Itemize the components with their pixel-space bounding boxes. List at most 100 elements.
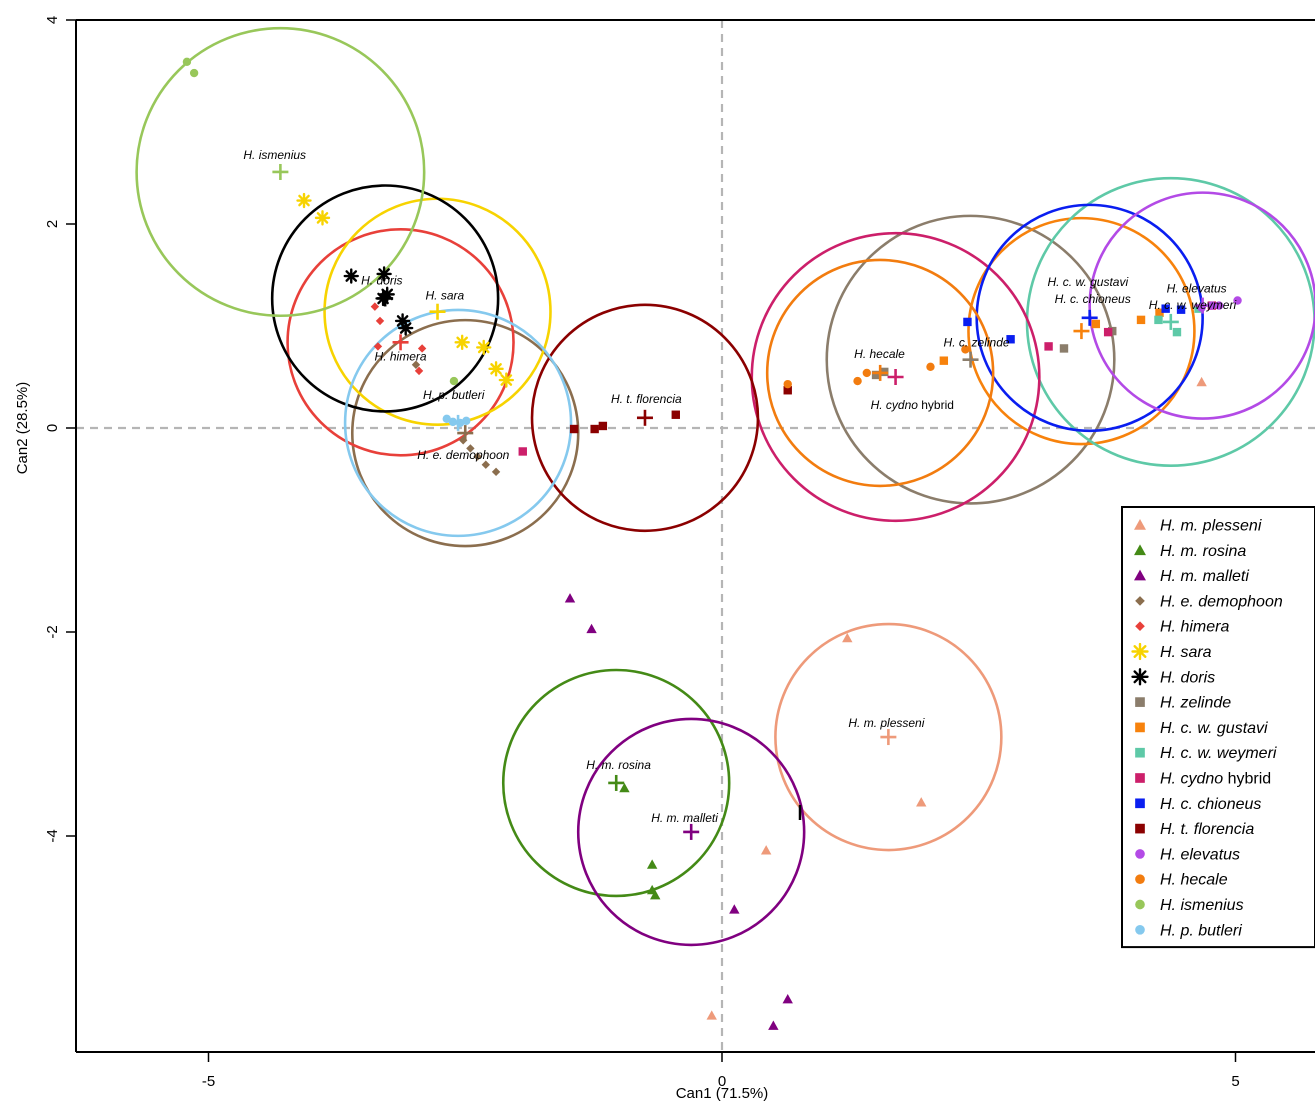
legend-marker-chioneus: [1135, 798, 1145, 809]
legend-item-demophoon: H. e. demophoon: [1135, 593, 1283, 610]
point-rosina-3: [650, 889, 661, 900]
legend-label-weymeri: H. c. w. weymeri: [1160, 745, 1277, 762]
point-malleti-0: [564, 593, 576, 603]
point-plesseni-4: [1196, 376, 1207, 387]
point-cydno-0: [518, 447, 527, 456]
label-sara: H. sara: [426, 289, 465, 303]
centroid-hecale: [872, 364, 889, 381]
label-butleri: H. p. butleri: [423, 388, 485, 402]
point-rosina-0: [619, 782, 630, 793]
point-gustavi-0: [939, 356, 949, 365]
centroid-malleti: [683, 823, 700, 840]
point-malleti-3: [782, 994, 793, 1004]
centroid-butleri: [450, 414, 467, 431]
point-sara-2: [454, 334, 470, 351]
point-sara-1: [314, 210, 331, 226]
point-sara-3: [476, 339, 492, 356]
point-plesseni-1: [916, 797, 927, 807]
label-weymeri: H. c. w. weymeri: [1149, 298, 1237, 312]
legend-marker-doris: [1131, 668, 1149, 686]
circle-malleti: [576, 717, 806, 947]
centroid-elevatus: [1194, 297, 1211, 314]
point-hecale-0: [783, 379, 792, 389]
point-himera-0: [370, 302, 380, 311]
legend-item-cydno: H. cydno hybrid: [1135, 771, 1271, 788]
circle-butleri: [343, 308, 573, 538]
x-tick-label-2: 5: [1231, 1073, 1239, 1090]
legend-label-rosina: H. m. rosina: [1160, 543, 1246, 560]
point-plesseni-3: [706, 1010, 717, 1020]
legend-item-zelinde: H. zelinde: [1135, 695, 1231, 712]
point-doris-5: [397, 320, 414, 336]
point-sara-5: [498, 372, 515, 388]
point-himera-4: [417, 344, 427, 353]
point-malleti-1: [586, 623, 597, 634]
point-doris-1: [376, 266, 392, 282]
legend-marker-ismenius: [1135, 899, 1145, 910]
legend-marker-gustavi: [1135, 722, 1145, 733]
legend-label-chioneus: H. c. chioneus: [1160, 796, 1261, 813]
legend-marker-sara: [1131, 642, 1149, 661]
centroid-gustavi: [1073, 323, 1090, 340]
point-chioneus-3: [1176, 305, 1186, 314]
centroid-cydno: [887, 369, 904, 385]
label-florencia: H. t. florencia: [611, 392, 682, 406]
point-elevatus-1: [1207, 301, 1217, 310]
legend-marker-elevatus: [1135, 849, 1145, 859]
circle-zelinde: [825, 214, 1116, 505]
point-zelinde-0: [871, 370, 881, 380]
point-rosina-1: [646, 859, 658, 869]
legend-item-plesseni: H. m. plesseni: [1134, 518, 1262, 535]
legend-marker-demophoon: [1135, 596, 1145, 606]
point-demophoon-1: [466, 444, 475, 453]
centroid-zelinde: [962, 351, 979, 368]
circle-florencia: [530, 303, 760, 533]
reference-lines: [76, 20, 1315, 1052]
label-cydno: H. cydno hybrid: [871, 398, 954, 412]
label-himera: H. himera: [375, 349, 427, 363]
circle-plesseni: [774, 622, 1003, 852]
legend-item-himera: H. himera: [1135, 619, 1229, 636]
centroid-florencia: [636, 409, 653, 426]
legend: H. m. plesseni H. m. rosina H. m. malleti H…: [1121, 506, 1315, 949]
legend-item-doris: H. doris: [1131, 668, 1215, 686]
x-tick-label-0: -5: [202, 1073, 215, 1090]
legend-item-chioneus: H. c. chioneus: [1135, 796, 1261, 813]
legend-item-florencia: H. t. florencia: [1135, 821, 1254, 838]
circle-rosina: [501, 668, 731, 898]
point-himera-2: [373, 342, 383, 351]
circle-gustavi: [967, 216, 1196, 446]
point-doris-0: [343, 268, 359, 284]
label-gustavi: H. c. w. gustavi: [1047, 275, 1128, 289]
legend-marker-zelinde: [1135, 697, 1145, 707]
legend-item-sara: H. sara: [1131, 642, 1212, 661]
point-elevatus-3: [1233, 296, 1242, 305]
point-demophoon-4: [491, 467, 501, 477]
circle-doris: [270, 184, 500, 413]
point-florencia-1: [590, 424, 599, 434]
label-demophoon: H. e. demophoon: [417, 448, 509, 462]
x-tick-label-1: 0: [718, 1073, 726, 1090]
point-ismenius-1: [189, 68, 199, 78]
centroid-doris: [377, 290, 394, 307]
point-himera-1: [375, 316, 385, 326]
x-axis-title: Can1 (71.5%): [676, 1085, 769, 1102]
y-tick-label-0: 4: [44, 16, 61, 24]
legend-label-butleri: H. p. butleri: [1160, 922, 1242, 939]
centroid-plesseni: [880, 729, 897, 746]
legend-label-florencia: H. t. florencia: [1160, 821, 1254, 838]
point-sara-4: [488, 361, 504, 377]
point-hecale-4: [961, 345, 970, 354]
centroid-markers: [272, 163, 1211, 840]
label-elevatus: H. elevatus: [1167, 282, 1227, 296]
point-weymeri-0: [1154, 315, 1163, 325]
centroid-sara: [429, 303, 446, 320]
y-axis-title: Can2 (28.5%): [14, 382, 31, 475]
legend-item-gustavi: H. c. w. gustavi: [1135, 720, 1268, 737]
circle-ismenius: [135, 26, 426, 318]
point-demophoon-3: [481, 460, 490, 469]
point-zelinde-1: [1059, 344, 1069, 353]
legend-label-malleti: H. m. malleti: [1160, 568, 1249, 585]
legend-marker-butleri: [1135, 924, 1145, 935]
